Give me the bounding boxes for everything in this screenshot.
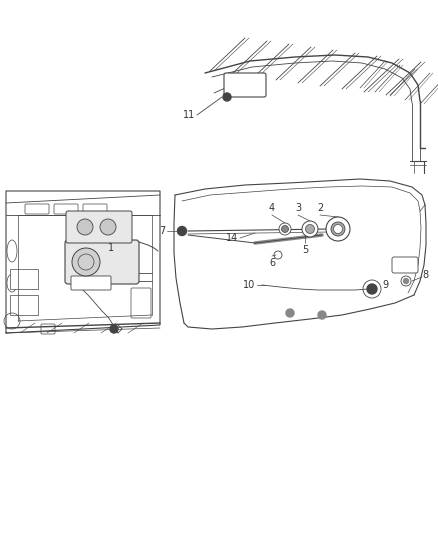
Circle shape <box>331 222 345 236</box>
FancyBboxPatch shape <box>65 240 139 284</box>
Circle shape <box>403 279 409 284</box>
Text: 10: 10 <box>243 280 255 290</box>
Circle shape <box>286 309 294 317</box>
Ellipse shape <box>7 240 17 262</box>
FancyBboxPatch shape <box>10 295 38 315</box>
Text: 2: 2 <box>317 203 323 213</box>
Circle shape <box>279 223 291 235</box>
Ellipse shape <box>7 274 17 292</box>
Circle shape <box>77 219 93 235</box>
FancyBboxPatch shape <box>224 73 266 97</box>
FancyBboxPatch shape <box>392 257 418 273</box>
Text: 9: 9 <box>382 280 388 290</box>
Circle shape <box>367 284 377 294</box>
FancyBboxPatch shape <box>66 211 132 243</box>
Circle shape <box>302 221 318 237</box>
FancyBboxPatch shape <box>10 269 38 289</box>
Circle shape <box>177 227 187 236</box>
FancyBboxPatch shape <box>41 324 55 334</box>
Text: 5: 5 <box>302 245 308 255</box>
FancyBboxPatch shape <box>83 204 107 214</box>
Text: 6: 6 <box>269 258 275 268</box>
Circle shape <box>110 325 118 333</box>
Circle shape <box>100 219 116 235</box>
Circle shape <box>333 224 343 233</box>
FancyBboxPatch shape <box>25 204 49 214</box>
Circle shape <box>72 248 100 276</box>
Text: 4: 4 <box>269 203 275 213</box>
FancyBboxPatch shape <box>131 288 151 318</box>
Circle shape <box>305 224 314 233</box>
Text: 1: 1 <box>108 243 114 253</box>
Circle shape <box>223 93 231 101</box>
Circle shape <box>282 225 289 232</box>
FancyBboxPatch shape <box>54 204 78 214</box>
Circle shape <box>326 217 350 241</box>
Circle shape <box>318 311 326 319</box>
Text: 8: 8 <box>422 270 428 280</box>
FancyBboxPatch shape <box>71 276 111 290</box>
Text: 14: 14 <box>226 233 238 243</box>
Text: 3: 3 <box>295 203 301 213</box>
Text: 7: 7 <box>159 226 165 236</box>
Text: 11: 11 <box>183 110 195 120</box>
